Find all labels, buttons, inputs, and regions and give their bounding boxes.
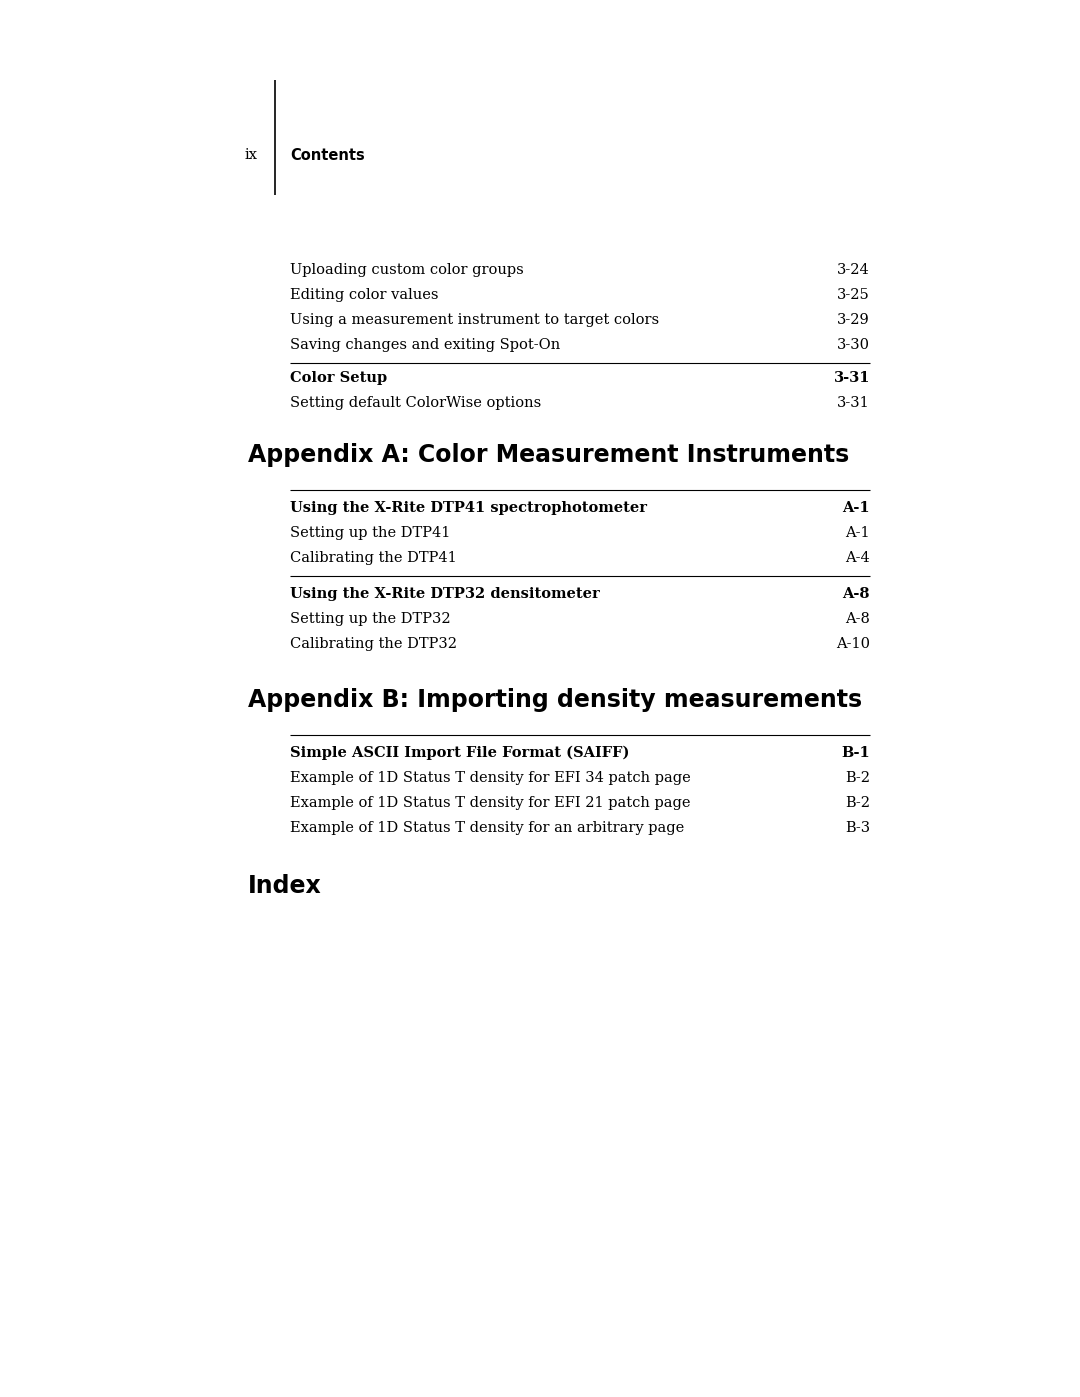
Text: Calibrating the DTP32: Calibrating the DTP32 (291, 637, 457, 651)
Text: B-1: B-1 (841, 746, 870, 760)
Text: 3-25: 3-25 (837, 288, 870, 302)
Text: A-1: A-1 (842, 502, 870, 515)
Text: ix: ix (245, 148, 258, 162)
Text: Appendix A: Color Measurement Instruments: Appendix A: Color Measurement Instrument… (248, 443, 849, 467)
Text: B-2: B-2 (845, 796, 870, 810)
Text: Example of 1D Status T density for an arbitrary page: Example of 1D Status T density for an ar… (291, 821, 685, 835)
Text: A-4: A-4 (846, 550, 870, 564)
Text: Color Setup: Color Setup (291, 372, 387, 386)
Text: A-8: A-8 (846, 612, 870, 626)
Text: Saving changes and exiting Spot-On: Saving changes and exiting Spot-On (291, 338, 561, 352)
Text: A-1: A-1 (846, 527, 870, 541)
Text: 3-29: 3-29 (837, 313, 870, 327)
Text: A-8: A-8 (842, 587, 870, 601)
Text: A-10: A-10 (836, 637, 870, 651)
Text: Index: Index (248, 875, 322, 898)
Text: 3-30: 3-30 (837, 338, 870, 352)
Text: Setting default ColorWise options: Setting default ColorWise options (291, 395, 541, 409)
Text: Using the X-Rite DTP41 spectrophotometer: Using the X-Rite DTP41 spectrophotometer (291, 502, 647, 515)
Text: Example of 1D Status T density for EFI 21 patch page: Example of 1D Status T density for EFI 2… (291, 796, 690, 810)
Text: Calibrating the DTP41: Calibrating the DTP41 (291, 550, 457, 564)
Text: Appendix B: Importing density measurements: Appendix B: Importing density measuremen… (248, 687, 862, 712)
Text: Setting up the DTP41: Setting up the DTP41 (291, 527, 450, 541)
Text: 3-31: 3-31 (834, 372, 870, 386)
Text: Contents: Contents (291, 148, 365, 162)
Text: Using a measurement instrument to target colors: Using a measurement instrument to target… (291, 313, 659, 327)
Text: B-3: B-3 (845, 821, 870, 835)
Text: B-2: B-2 (845, 771, 870, 785)
Text: Example of 1D Status T density for EFI 34 patch page: Example of 1D Status T density for EFI 3… (291, 771, 691, 785)
Text: 3-24: 3-24 (837, 263, 870, 277)
Text: Using the X-Rite DTP32 densitometer: Using the X-Rite DTP32 densitometer (291, 587, 599, 601)
Text: Editing color values: Editing color values (291, 288, 438, 302)
Text: 3-31: 3-31 (837, 395, 870, 409)
Text: Setting up the DTP32: Setting up the DTP32 (291, 612, 450, 626)
Text: Simple ASCII Import File Format (SAIFF): Simple ASCII Import File Format (SAIFF) (291, 746, 630, 760)
Text: Uploading custom color groups: Uploading custom color groups (291, 263, 524, 277)
